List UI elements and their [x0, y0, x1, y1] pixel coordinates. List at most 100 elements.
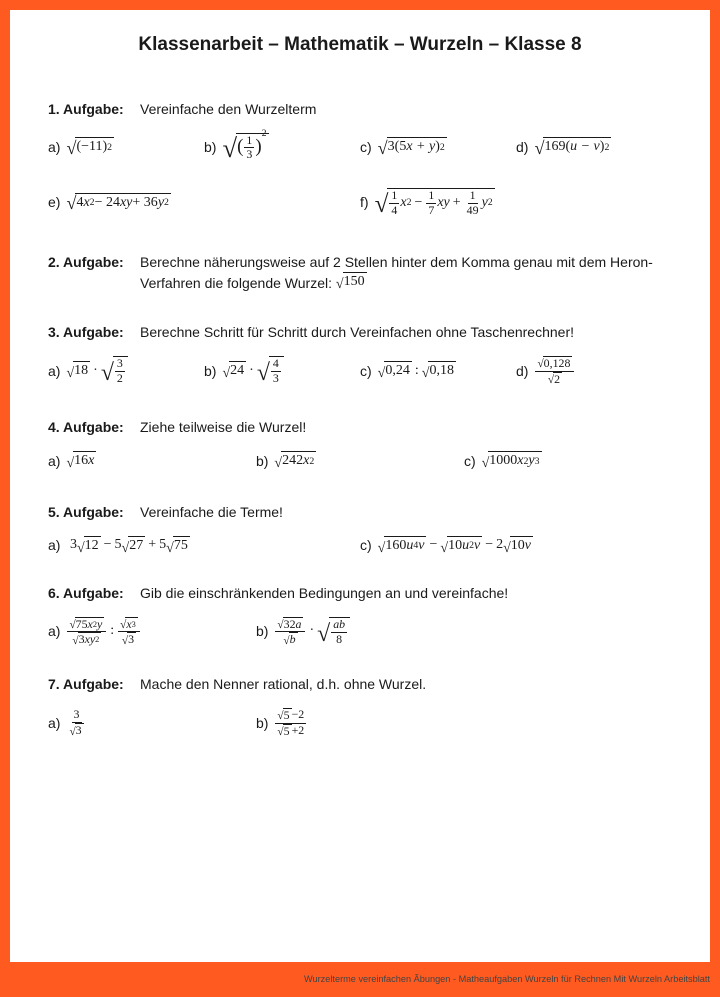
- task-5a: a) 3√12 − 5√27 + 5√75: [48, 536, 360, 556]
- math-var: y: [528, 452, 534, 471]
- task-7b: b) √5−2 √5+2: [256, 708, 464, 738]
- math-den: 4: [389, 204, 399, 218]
- math-den: 3: [244, 148, 254, 162]
- task-5: 5. Aufgabe: Vereinfache die Terme! a) 3√…: [48, 503, 672, 566]
- task-4a: a) √16x: [48, 451, 256, 471]
- math-var: u: [406, 537, 413, 556]
- task-6a: a) √75x2y √3xy2 : √x3 √3: [48, 617, 256, 647]
- task-1: 1. Aufgabe: Vereinfache den Wurzelterm a…: [48, 100, 672, 228]
- item-label: a): [48, 622, 60, 641]
- task-4c: c) √1000x2y3: [464, 451, 672, 471]
- math-text: 160: [385, 537, 406, 556]
- math-num: 1: [389, 189, 399, 204]
- page-title: Klassenarbeit – Mathematik – Wurzeln – K…: [48, 32, 672, 58]
- item-label: f): [360, 193, 369, 212]
- math-text: (−11): [76, 138, 107, 157]
- math-num: 4: [271, 357, 281, 372]
- task-2: 2. Aufgabe: Berechne näherungsweise auf …: [48, 253, 672, 293]
- task-7-text: Mache den Nenner rational, d.h. ohne Wur…: [140, 675, 672, 694]
- item-label: c): [360, 138, 372, 157]
- item-label: b): [256, 714, 268, 733]
- item-label: d): [516, 138, 528, 157]
- task-3-text: Berechne Schritt für Schritt durch Verei…: [140, 323, 672, 342]
- task-1b: b) √ (13)2: [204, 133, 360, 162]
- math-text: − 24: [95, 194, 120, 213]
- math-text: 16: [74, 452, 88, 471]
- task-6-label: 6. Aufgabe:: [48, 584, 140, 603]
- task-7a: a) 3 √3: [48, 708, 256, 737]
- math-den: 49: [465, 204, 481, 218]
- math-var: a: [296, 618, 302, 632]
- math-text: 75: [76, 618, 88, 632]
- worksheet-page: Klassenarbeit – Mathematik – Wurzeln – K…: [10, 10, 710, 962]
- math-text: 5: [115, 536, 122, 555]
- math-den: 2: [115, 372, 125, 386]
- math-var: x + y: [406, 138, 435, 157]
- task-5-text: Vereinfache die Terme!: [140, 503, 672, 522]
- math-var: v: [474, 537, 480, 556]
- math-text: 27: [128, 536, 145, 556]
- math-text: 0,24: [384, 361, 412, 381]
- task-1c: c) √3(5x + y)2: [360, 137, 516, 157]
- item-label: c): [360, 536, 372, 555]
- math-text: −2: [292, 708, 305, 722]
- math-var: u: [462, 537, 469, 556]
- task-2-label: 2. Aufgabe:: [48, 253, 140, 272]
- task-4: 4. Aufgabe: Ziehe teilweise die Wurzel! …: [48, 418, 672, 481]
- math-num: ab: [331, 618, 347, 633]
- image-caption: Wurzelterme vereinfachen Ãbungen - Mathe…: [10, 971, 710, 987]
- item-label: b): [256, 622, 268, 641]
- math-den: 8: [334, 633, 344, 647]
- math-var: y: [482, 194, 488, 213]
- task-6-text: Gib die einschränkenden Bedingungen an u…: [140, 584, 672, 603]
- math-text: 32: [284, 618, 296, 632]
- item-label: d): [516, 362, 528, 381]
- item-label: e): [48, 193, 60, 212]
- task-3a: a) √18 · √32: [48, 356, 204, 385]
- math-text: 2: [553, 372, 562, 387]
- math-var: b: [290, 633, 296, 647]
- task-3b: b) √24 · √43: [204, 356, 360, 385]
- item-label: a): [48, 714, 60, 733]
- math-var: y: [97, 618, 102, 632]
- math-var: x: [400, 194, 406, 213]
- task-1-text: Vereinfache den Wurzelterm: [140, 100, 672, 119]
- item-label: a): [48, 536, 60, 555]
- math-text: 5: [159, 536, 166, 555]
- math-var: u − v: [570, 138, 600, 157]
- math-text: + 36: [132, 194, 157, 213]
- math-num: 3: [115, 357, 125, 372]
- math-den: 7: [426, 204, 436, 218]
- math-var: x: [517, 452, 523, 471]
- item-label: c): [464, 452, 476, 471]
- math-den: 3: [271, 372, 281, 386]
- task-5-label: 5. Aufgabe:: [48, 503, 140, 522]
- task-3c: c) √0,24 : √0,18: [360, 361, 516, 381]
- math-text: 1000: [489, 452, 517, 471]
- task-1f: f) √ 14x2 − 17xy + 149y2: [360, 188, 672, 217]
- math-text: 10: [511, 537, 525, 556]
- task-4b: b) √242x2: [256, 451, 464, 471]
- math-text: 3: [70, 536, 77, 555]
- task-1e: e) √ 4x2 − 24xy + 36y2: [48, 193, 360, 213]
- math-num: 1: [244, 134, 254, 149]
- math-num: 3: [72, 708, 82, 723]
- math-text: 150: [343, 272, 367, 292]
- math-var: xy: [120, 194, 132, 213]
- task-2-text-main: Berechne näherungsweise auf 2 Stellen hi…: [140, 254, 653, 291]
- math-text: 18: [73, 361, 90, 381]
- math-text: 3: [127, 632, 136, 647]
- math-text: 169(: [544, 138, 570, 157]
- math-text: 75: [173, 536, 190, 556]
- task-3: 3. Aufgabe: Berechne Schritt für Schritt…: [48, 323, 672, 396]
- task-1a: a) √(−11)2: [48, 137, 204, 157]
- math-var: x: [126, 618, 131, 632]
- task-6b: b) √32a √b · √ab8: [256, 617, 464, 647]
- task-3-label: 3. Aufgabe:: [48, 323, 140, 342]
- item-label: a): [48, 138, 60, 157]
- task-7: 7. Aufgabe: Mache den Nenner rational, d…: [48, 675, 672, 748]
- item-label: b): [204, 362, 216, 381]
- item-label: c): [360, 362, 372, 381]
- item-label: a): [48, 452, 60, 471]
- task-6: 6. Aufgabe: Gib die einschränkenden Bedi…: [48, 584, 672, 657]
